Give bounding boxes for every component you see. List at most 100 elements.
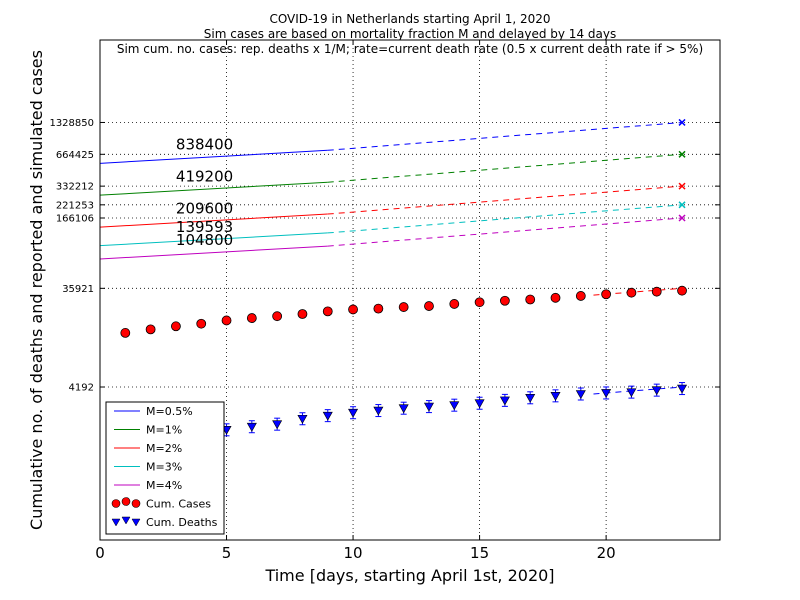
cum-cases-point [474, 297, 485, 308]
cum-cases-point [373, 303, 384, 314]
cum-deaths-point [322, 411, 333, 421]
series-line-dashed [327, 204, 683, 234]
series-line-solid [99, 181, 328, 196]
series-end-marker [678, 118, 686, 126]
series-line-dashed [327, 217, 683, 247]
cum-cases-point [550, 292, 561, 303]
cum-cases-point [120, 328, 131, 338]
legend-triangle-swatch [131, 518, 141, 527]
y-tick-label: 166106 [56, 213, 94, 224]
annotation-label: 139593 [176, 218, 233, 236]
cum-deaths-point [373, 406, 384, 416]
series-line-solid [99, 232, 328, 247]
x-tick-label: 15 [470, 544, 489, 562]
series-line-dashed [327, 121, 683, 151]
series-end-marker [678, 182, 686, 190]
cum-deaths-point [499, 396, 510, 406]
cum-cases-point [575, 291, 586, 301]
series-end-marker [678, 150, 686, 158]
title-line: Sim cases are based on mortality fractio… [204, 27, 616, 41]
y-tick-label: 221253 [56, 200, 94, 211]
grid [100, 40, 720, 540]
cum-deaths-point [550, 392, 561, 401]
cum-cases-point [449, 299, 460, 309]
legend-label: M=1% [146, 424, 182, 437]
legend-label: M=0.5% [146, 405, 193, 418]
title-line: COVID-19 in Netherlands starting April 1… [269, 12, 550, 26]
y-tick-label: 1328850 [49, 118, 94, 129]
cum-deaths-point [272, 420, 283, 430]
cum-cases-point [525, 294, 536, 305]
cum-cases-point [297, 309, 308, 319]
annotation-label: 838400 [176, 136, 233, 154]
cum-cases-point [398, 302, 409, 312]
cum-deaths-point [348, 408, 359, 418]
x-tick-label: 5 [222, 544, 232, 562]
legend-box [105, 401, 225, 535]
cum-deaths-point [525, 393, 536, 403]
cum-deaths-point [601, 389, 612, 399]
legend-label: Cum. Deaths [146, 516, 218, 529]
cum-cases-point [272, 311, 283, 322]
y-tick-label: 35921 [62, 284, 94, 295]
legend-triangle-swatch [121, 516, 131, 525]
series-line-dashed [327, 185, 683, 215]
y-tick-label: 664425 [56, 150, 94, 161]
cum-deaths-point [575, 390, 586, 400]
legend-label: M=2% [146, 442, 182, 455]
cum-cases-point [322, 306, 333, 317]
plot-frame [99, 39, 721, 541]
y-tick-label: 4192 [69, 383, 94, 394]
cum-cases-point [499, 295, 510, 306]
series-end-marker [678, 214, 686, 222]
axes: 0 5 10 15 20 4192 35921 166106 221253 332212 66442… [49, 40, 720, 562]
cum-deaths-point [677, 384, 688, 394]
cum-cases-point [677, 285, 687, 296]
x-tick-label: 0 [95, 544, 105, 562]
cum-deaths-point [626, 388, 637, 398]
cum-cases-point [171, 321, 181, 332]
annotation-label: 209600 [176, 199, 233, 217]
cum-deaths-point [651, 386, 662, 396]
cum-deaths-point [474, 399, 485, 409]
cum-cases-point [246, 313, 257, 323]
cum-cases-point [424, 301, 434, 311]
series-line-solid [99, 149, 328, 164]
cum-deaths-point [423, 402, 434, 412]
cum-cases-point [626, 287, 637, 298]
cum-cases-point [651, 286, 662, 297]
series-end-marker [678, 201, 686, 209]
x-tick-label: 10 [344, 544, 363, 562]
legend-circle-swatch [121, 497, 131, 506]
data-markers [120, 285, 688, 458]
plot-series [99, 118, 686, 395]
annotation-label: 419200 [176, 167, 233, 185]
legend-label: M=3% [146, 461, 182, 474]
cum-deaths-point [246, 422, 257, 432]
x-axis-label: Time [days, starting April 1st, 2020] [264, 566, 554, 585]
y-axis-label: Cumulative no. of deaths and reported an… [27, 50, 46, 530]
annotation-label: 104800 [176, 231, 233, 249]
cum-deaths-point [449, 401, 460, 411]
legend-label: Cum. Cases [146, 498, 211, 511]
title-line: Sim cum. no. cases: rep. deaths x 1/M; r… [117, 42, 703, 56]
cum-cases-point [601, 289, 612, 300]
series-line-dashed [327, 153, 683, 183]
series-line-solid [99, 245, 328, 260]
legend-triangle-swatch [111, 518, 121, 527]
cum-cases-point [221, 315, 232, 326]
legend-circle-swatch [111, 499, 121, 508]
y-tick-label: 332212 [56, 182, 94, 193]
legend: M=0.5% M=1% M=2% M=3% M=4% Cum. Cases Cum. Dea… [105, 401, 225, 535]
series-line-solid [99, 213, 328, 228]
cum-deaths-point [297, 414, 308, 424]
chart-title: COVID-19 in Netherlands starting April 1… [117, 12, 703, 56]
cum-deaths-point [398, 404, 409, 414]
legend-circle-swatch [131, 499, 141, 508]
cum-cases-point [348, 304, 358, 315]
legend-label: M=4% [146, 479, 182, 492]
cum-cases-point [196, 318, 207, 329]
x-tick-label: 20 [597, 544, 616, 562]
